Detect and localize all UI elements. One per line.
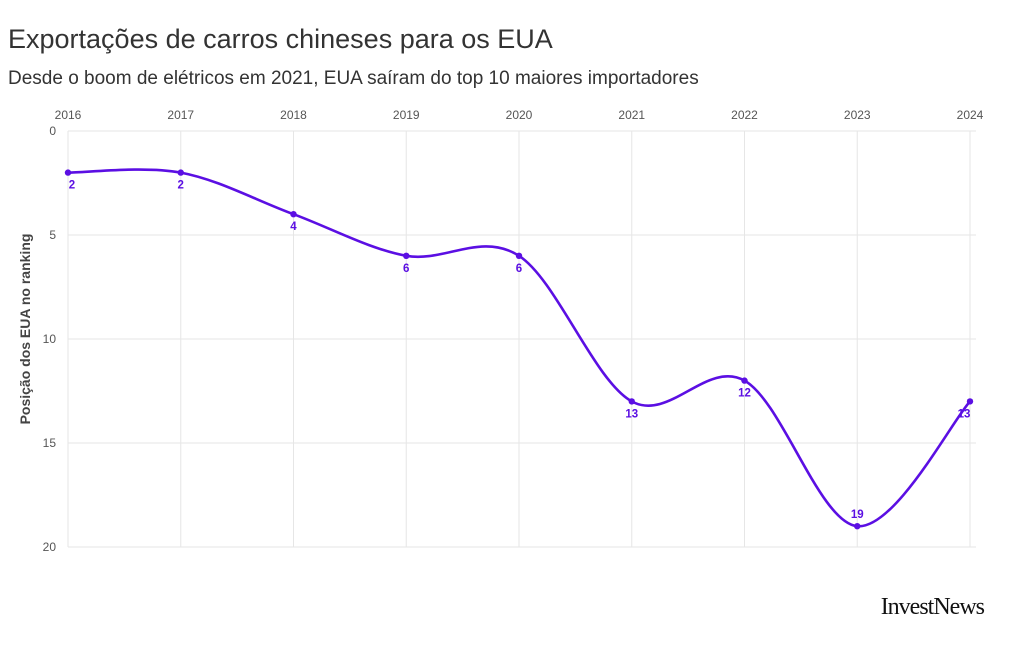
data-point[interactable] <box>515 252 523 259</box>
data-point[interactable] <box>290 211 297 218</box>
chart-subtitle: Desde o boom de elétricos em 2021, EUA s… <box>8 68 699 89</box>
x-axis-ticks: 2016 2017 2018 2019 2020 2021 2022 2023 2024 <box>55 108 984 122</box>
data-point[interactable] <box>741 377 748 384</box>
data-point[interactable] <box>966 398 974 405</box>
data-point[interactable] <box>177 169 184 176</box>
x-tick-label: 2017 <box>167 108 194 122</box>
data-label: 19 <box>851 509 864 521</box>
data-point[interactable] <box>64 169 72 176</box>
series-group: 2 2 4 6 6 13 12 19 13 <box>64 168 974 530</box>
data-label: 4 <box>290 221 297 233</box>
data-point[interactable] <box>628 398 635 405</box>
x-tick-label: 2024 <box>957 108 984 122</box>
y-tick-label: 0 <box>49 124 56 138</box>
series-line <box>66 168 972 528</box>
data-point[interactable] <box>403 252 410 259</box>
data-label: 6 <box>516 263 522 275</box>
data-label: 2 <box>178 180 184 192</box>
y-axis-label: Posição dos EUA no ranking <box>17 234 33 425</box>
x-tick-label: 2016 <box>55 108 82 122</box>
y-tick-label: 20 <box>43 540 57 554</box>
y-tick-label: 10 <box>43 332 57 346</box>
data-point[interactable] <box>854 523 861 530</box>
data-label: 13 <box>958 408 971 420</box>
data-label: 6 <box>403 263 409 275</box>
x-tick-label: 2023 <box>844 108 871 122</box>
y-tick-label: 15 <box>43 436 57 450</box>
gridlines <box>67 130 976 548</box>
data-label: 13 <box>625 408 638 420</box>
x-tick-label: 2022 <box>731 108 758 122</box>
chart-title: Exportações de carros chineses para os E… <box>8 24 553 54</box>
data-label: 2 <box>69 180 75 192</box>
x-tick-label: 2019 <box>393 108 420 122</box>
y-axis-ticks: 0 5 10 15 20 <box>43 124 57 554</box>
y-tick-label: 5 <box>49 228 56 242</box>
x-tick-label: 2020 <box>506 108 533 122</box>
investnews-logo: InvestNews <box>880 594 985 620</box>
data-label: 12 <box>738 388 751 400</box>
x-tick-label: 2021 <box>618 108 645 122</box>
x-tick-label: 2018 <box>280 108 307 122</box>
